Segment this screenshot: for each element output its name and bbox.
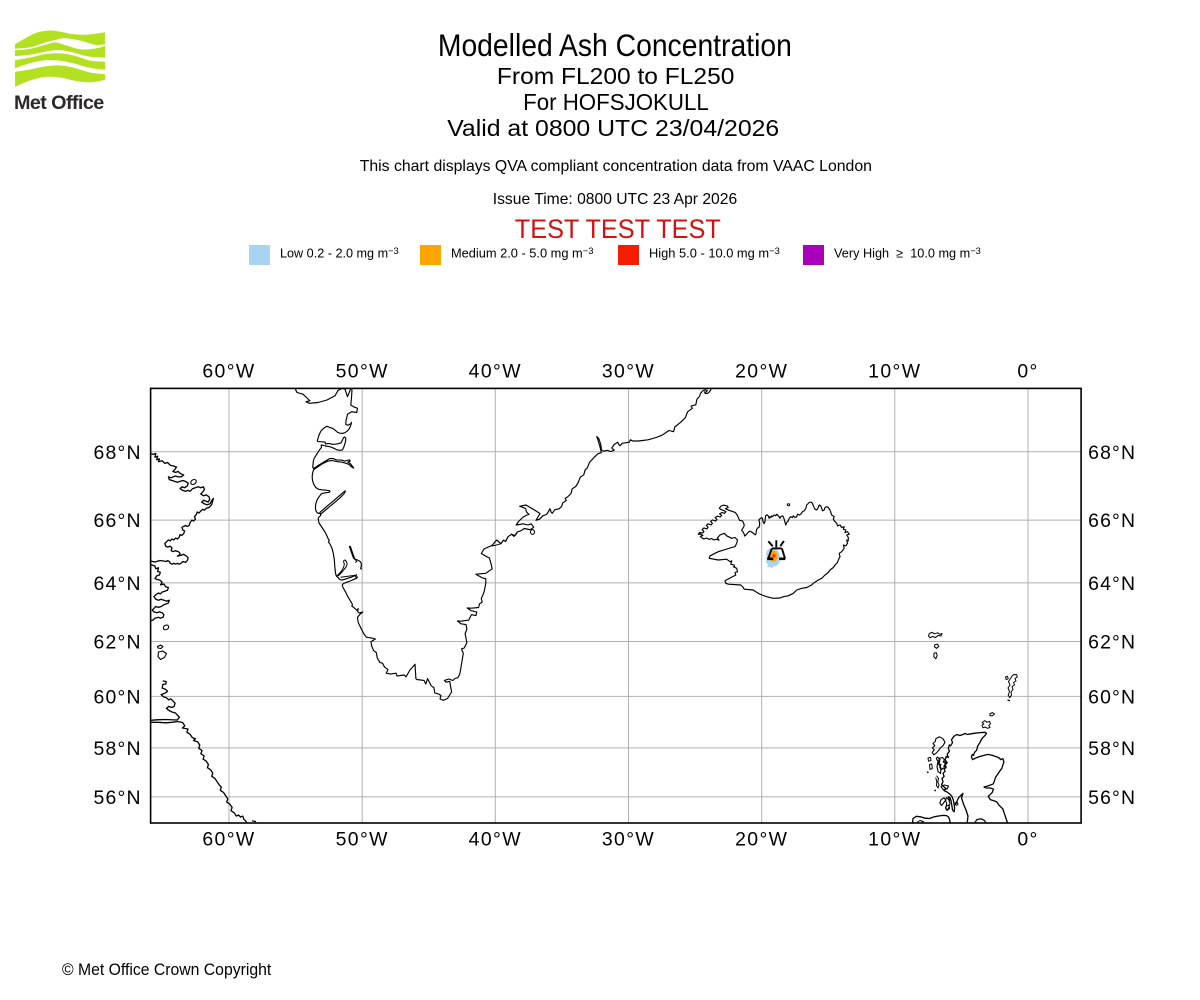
svg-text:58°N: 58°N	[1088, 738, 1136, 760]
svg-text:60°W: 60°W	[202, 361, 255, 383]
svg-text:62°N: 62°N	[1088, 632, 1136, 654]
svg-text:66°N: 66°N	[1088, 510, 1136, 532]
svg-text:40°W: 40°W	[469, 829, 522, 851]
svg-text:30°W: 30°W	[602, 361, 655, 383]
svg-text:0°: 0°	[1017, 829, 1038, 851]
svg-text:40°W: 40°W	[469, 361, 522, 383]
svg-text:56°N: 56°N	[94, 787, 142, 809]
svg-text:60°W: 60°W	[202, 829, 255, 851]
svg-text:58°N: 58°N	[94, 738, 142, 760]
svg-text:10°W: 10°W	[868, 829, 921, 851]
svg-text:68°N: 68°N	[1088, 442, 1136, 464]
svg-text:20°W: 20°W	[735, 829, 788, 851]
svg-text:62°N: 62°N	[94, 632, 142, 654]
svg-text:30°W: 30°W	[602, 829, 655, 851]
svg-text:60°N: 60°N	[1088, 687, 1136, 709]
svg-text:56°N: 56°N	[1088, 787, 1136, 809]
svg-text:68°N: 68°N	[94, 442, 142, 464]
svg-text:60°N: 60°N	[94, 687, 142, 709]
svg-text:66°N: 66°N	[94, 510, 142, 532]
svg-text:50°W: 50°W	[336, 829, 389, 851]
svg-text:0°: 0°	[1017, 361, 1038, 383]
svg-text:10°W: 10°W	[868, 361, 921, 383]
svg-text:64°N: 64°N	[1088, 573, 1136, 595]
svg-text:64°N: 64°N	[94, 573, 142, 595]
svg-text:50°W: 50°W	[336, 361, 389, 383]
svg-text:20°W: 20°W	[735, 361, 788, 383]
